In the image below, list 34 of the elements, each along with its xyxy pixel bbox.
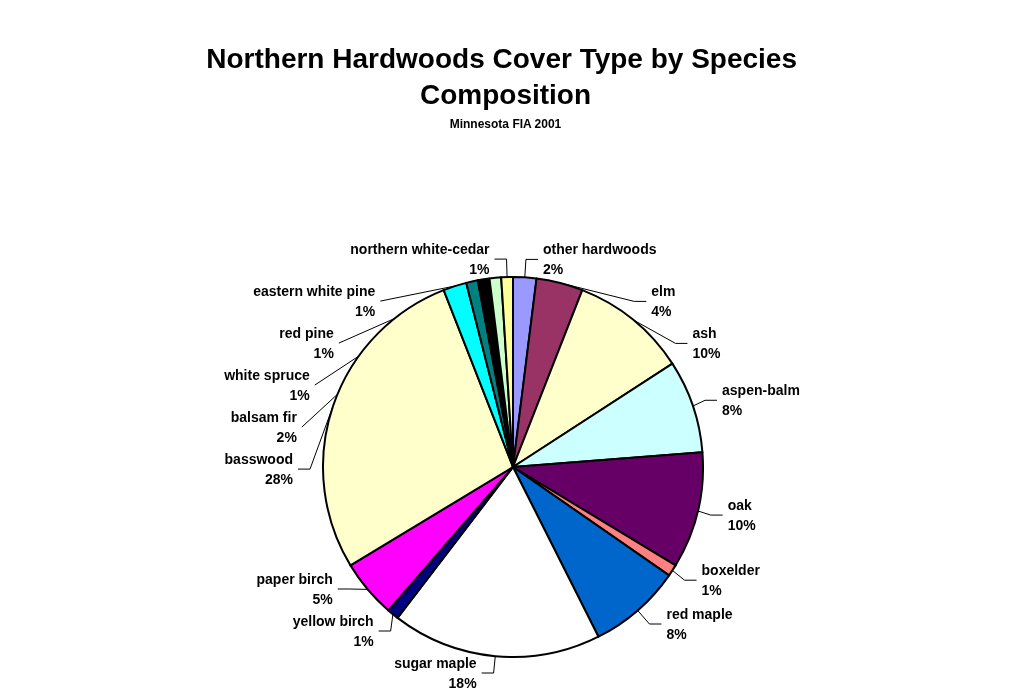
chart-title: Northern Hardwoods Cover Type by Species Composition xyxy=(206,42,805,110)
chart-subtitle: Minnesota FIA 2001 xyxy=(449,117,562,131)
data-label: 28% xyxy=(264,471,294,488)
slice-label: northern white-cedar xyxy=(350,241,491,258)
data-label: 1% xyxy=(469,261,491,278)
slice-label: paper birch xyxy=(256,571,333,587)
slice-label: aspen-balm xyxy=(722,382,800,399)
data-label: 1% xyxy=(355,303,376,320)
data-label: 1% xyxy=(353,633,375,649)
slice-label: eastern white pine xyxy=(253,283,376,300)
data-label: 4% xyxy=(651,303,673,320)
slice-label: other hardwoods xyxy=(542,241,657,258)
data-label: 1% xyxy=(289,387,311,404)
slice-label: white spruce xyxy=(223,367,310,384)
slice-label: basswood xyxy=(224,451,294,468)
slice-label: balsam fir xyxy=(230,409,298,426)
slice-label: red pine xyxy=(279,325,335,342)
slice-label: oak xyxy=(727,497,753,514)
slice-label: ash xyxy=(692,325,717,342)
data-label: 18% xyxy=(448,675,478,691)
data-label: 10% xyxy=(692,345,722,362)
slice-label: boxelder xyxy=(701,562,761,579)
slice-label: sugar maple xyxy=(394,655,477,671)
data-label: 8% xyxy=(666,626,688,642)
slice-label: yellow birch xyxy=(292,613,374,629)
slice-label: red maple xyxy=(666,606,733,622)
data-label: 2% xyxy=(276,429,298,446)
slice-label: elm xyxy=(651,283,676,300)
data-label: 1% xyxy=(701,582,723,599)
data-label: 8% xyxy=(722,402,743,419)
data-label: 1% xyxy=(313,345,335,362)
data-label: 10% xyxy=(727,517,757,534)
data-label: 5% xyxy=(312,591,334,607)
data-label: 2% xyxy=(542,261,564,278)
